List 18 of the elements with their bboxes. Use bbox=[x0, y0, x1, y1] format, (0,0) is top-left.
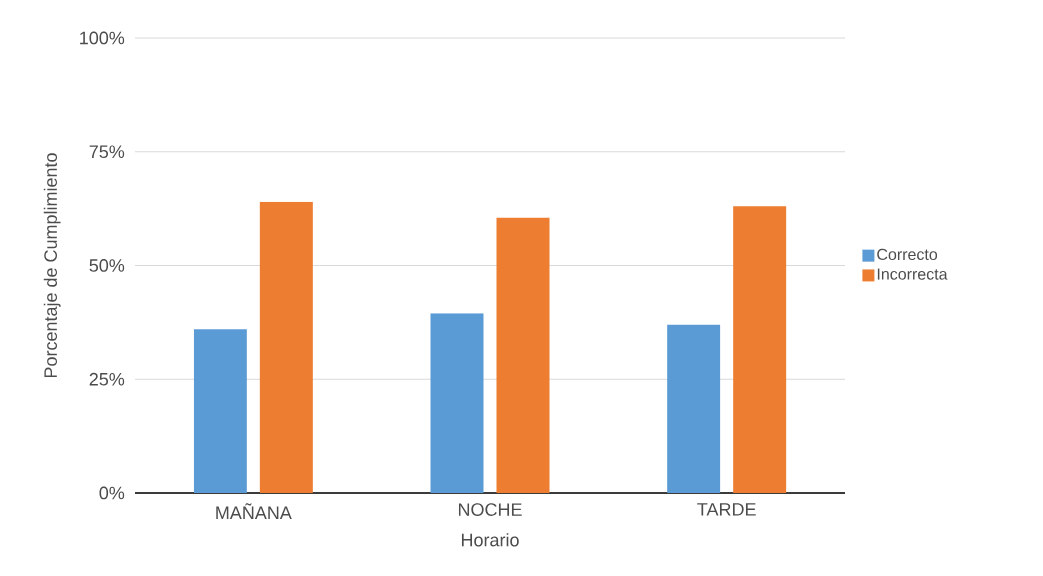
bar bbox=[430, 313, 484, 493]
legend-label: Incorrecta bbox=[877, 268, 948, 280]
y-axis-title: Porcentaje de Cumplimiento bbox=[43, 153, 61, 378]
bar bbox=[667, 324, 721, 493]
y-tick-label: 25% bbox=[89, 372, 125, 386]
y-tick-label: 50% bbox=[89, 259, 125, 272]
y-tick-label: 75% bbox=[89, 145, 125, 159]
legend-label: Correcto bbox=[877, 248, 938, 261]
x-tick-label: MAÑANA bbox=[216, 503, 292, 519]
bar bbox=[259, 201, 313, 493]
y-tick-label: 0% bbox=[99, 486, 125, 500]
x-axis-title: Horario bbox=[461, 533, 519, 547]
bar bbox=[496, 217, 550, 493]
bar bbox=[193, 329, 247, 493]
bar bbox=[733, 206, 787, 493]
x-tick-label: TARDE bbox=[697, 503, 756, 516]
y-tick-label: 100% bbox=[80, 31, 125, 45]
x-tick-label: NOCHE bbox=[458, 503, 522, 516]
